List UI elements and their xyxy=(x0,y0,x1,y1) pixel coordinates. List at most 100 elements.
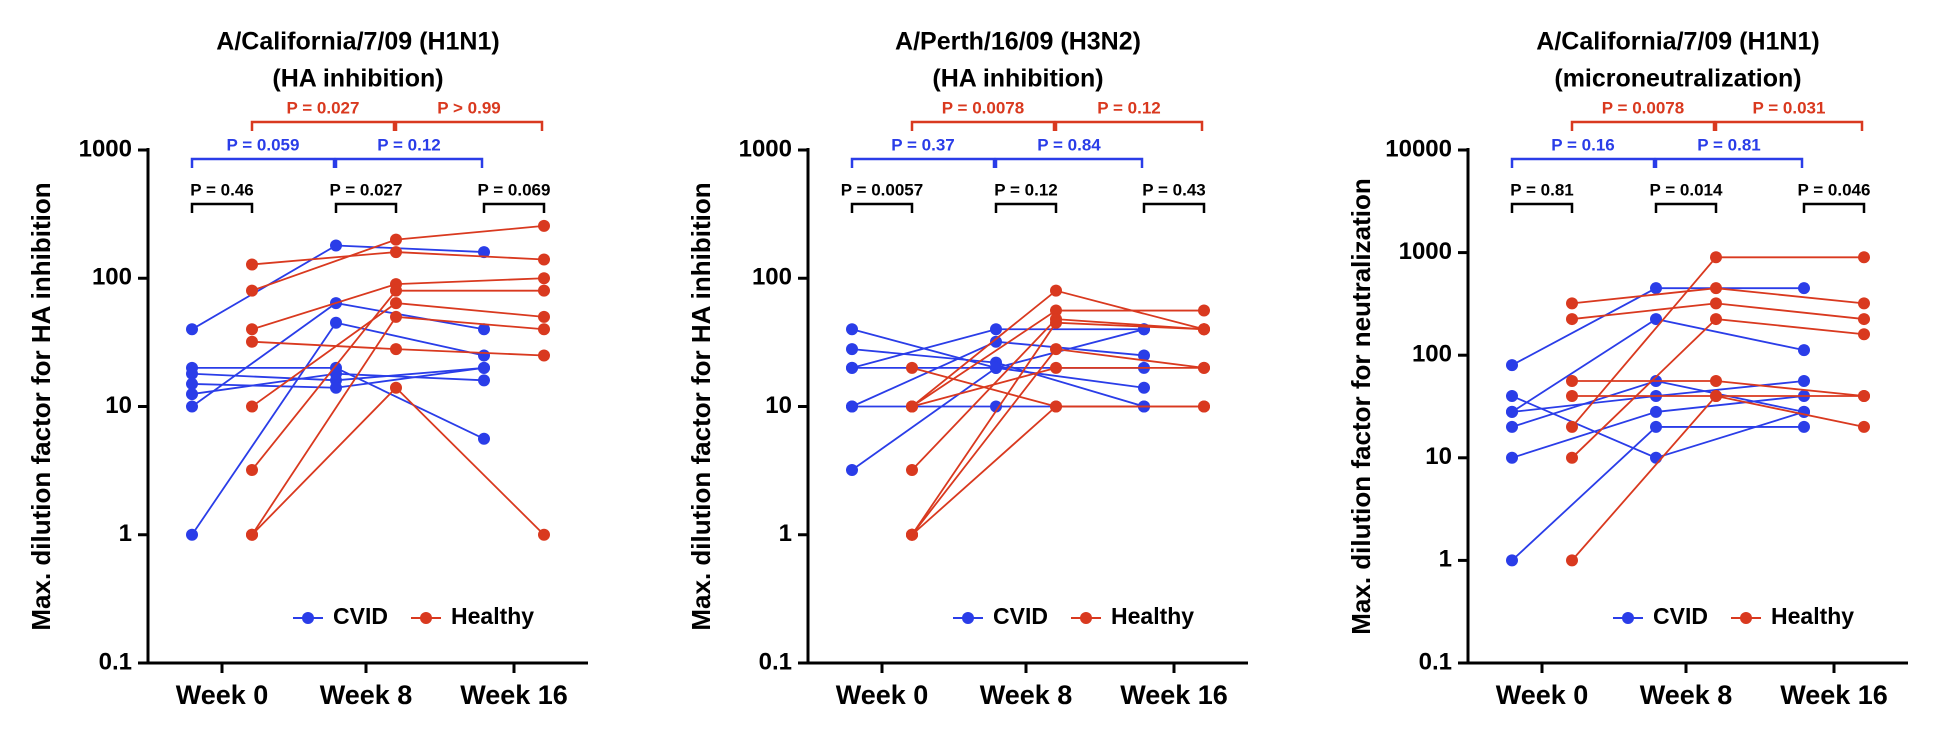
data-point xyxy=(478,361,490,374)
x-tick-label: Week 16 xyxy=(460,680,568,710)
y-tick-label: 10000 xyxy=(1385,135,1452,162)
legend-marker xyxy=(962,612,974,624)
y-tick-label: 1000 xyxy=(739,135,792,162)
x-tick-label: Week 0 xyxy=(836,680,929,710)
data-point xyxy=(1566,390,1578,403)
data-point xyxy=(1798,420,1810,433)
data-point xyxy=(186,323,198,336)
data-point xyxy=(538,272,550,285)
subject-line xyxy=(1571,318,1865,459)
within-week-bracket xyxy=(334,202,398,213)
data-point xyxy=(1138,381,1150,394)
data-point xyxy=(1710,297,1722,310)
data-point xyxy=(906,528,918,541)
data-point xyxy=(478,246,490,259)
within-week-bracket-label: P = 0.0057 xyxy=(841,180,923,199)
data-point xyxy=(1858,420,1870,433)
data-point xyxy=(1198,304,1210,317)
data-point xyxy=(390,284,402,297)
healthy-bracket-label: P = 0.027 xyxy=(287,98,360,117)
data-point xyxy=(538,253,550,266)
data-point xyxy=(1566,297,1578,310)
within-week-bracket-label: P = 0.014 xyxy=(1650,180,1723,199)
y-tick-label: 100 xyxy=(1412,341,1452,368)
y-axis-label: Max. dilution factor for neutralization xyxy=(1346,178,1376,634)
cvid-bracket-label: P = 0.16 xyxy=(1551,135,1615,154)
chart-title: A/California/7/09 (H1N1) xyxy=(1536,28,1819,56)
data-point xyxy=(1858,251,1870,264)
cvid-bracket xyxy=(850,157,996,168)
x-tick-label: Week 0 xyxy=(1496,680,1589,710)
data-point xyxy=(1650,282,1662,295)
data-point xyxy=(246,400,258,413)
data-point xyxy=(478,374,490,387)
y-tick-label: 1000 xyxy=(1399,238,1452,265)
data-point xyxy=(846,400,858,413)
y-tick-label: 10 xyxy=(765,392,792,419)
subject-line xyxy=(1571,395,1864,561)
within-week-bracket xyxy=(994,202,1058,213)
data-point xyxy=(1858,390,1870,403)
legend-label: CVID xyxy=(1653,603,1708,629)
y-tick-label: 0.1 xyxy=(759,648,792,675)
data-point xyxy=(478,432,490,445)
within-week-bracket-label: P = 0.046 xyxy=(1798,180,1871,199)
healthy-bracket xyxy=(910,120,1056,131)
data-point xyxy=(1710,313,1722,326)
data-point xyxy=(1650,451,1662,464)
legend-label: Healthy xyxy=(1771,603,1854,629)
y-tick-label: 1 xyxy=(119,520,132,547)
data-point xyxy=(1858,328,1870,341)
within-week-bracket xyxy=(850,202,914,213)
chart-title: (HA inhibition) xyxy=(272,65,443,93)
data-point xyxy=(246,528,258,541)
data-point xyxy=(1566,313,1578,326)
legend-label: CVID xyxy=(993,603,1048,629)
within-week-bracket-label: P = 0.81 xyxy=(1510,180,1574,199)
healthy-bracket-label: P = 0.031 xyxy=(1753,98,1826,117)
within-week-bracket-label: P = 0.46 xyxy=(190,180,254,199)
cvid-bracket-label: P = 0.37 xyxy=(891,135,955,154)
data-point xyxy=(1198,323,1210,336)
data-point xyxy=(538,528,550,541)
healthy-bracket xyxy=(250,120,396,131)
data-point xyxy=(246,284,258,297)
subject-line xyxy=(191,321,485,536)
within-week-bracket-label: P = 0.069 xyxy=(478,180,551,199)
within-week-bracket-label: P = 0.12 xyxy=(994,180,1058,199)
data-point xyxy=(1198,400,1210,413)
cvid-bracket xyxy=(1510,157,1656,168)
data-point xyxy=(330,381,342,394)
data-point xyxy=(1050,343,1062,356)
subject-line xyxy=(911,366,1204,408)
y-tick-label: 1 xyxy=(1439,546,1452,573)
data-point xyxy=(390,343,402,356)
data-point xyxy=(1798,282,1810,295)
data-point xyxy=(1650,313,1662,326)
data-point xyxy=(1506,420,1518,433)
y-axis-label: Max. dilution factor for HA inhibition xyxy=(26,182,56,630)
data-point xyxy=(990,323,1002,336)
cvid-bracket xyxy=(994,157,1144,168)
data-point xyxy=(1138,349,1150,362)
data-point xyxy=(538,323,550,336)
chart-title: A/Perth/16/09 (H3N2) xyxy=(895,28,1141,56)
healthy-bracket-label: P > 0.99 xyxy=(437,98,501,117)
data-point xyxy=(1650,405,1662,418)
within-week-bracket-label: P = 0.027 xyxy=(330,180,403,199)
y-tick-label: 1000 xyxy=(79,135,132,162)
data-point xyxy=(906,400,918,413)
data-point xyxy=(186,377,198,390)
legend-marker xyxy=(1740,612,1752,624)
legend-marker xyxy=(420,612,432,624)
y-tick-label: 0.1 xyxy=(1419,648,1452,675)
data-point xyxy=(1650,420,1662,433)
data-point xyxy=(390,310,402,323)
cvid-bracket-label: P = 0.12 xyxy=(377,135,441,154)
data-point xyxy=(1566,420,1578,433)
x-tick-label: Week 16 xyxy=(1120,680,1228,710)
data-point xyxy=(1506,405,1518,418)
data-point xyxy=(1858,297,1870,310)
data-point xyxy=(186,367,198,380)
data-point xyxy=(390,381,402,394)
